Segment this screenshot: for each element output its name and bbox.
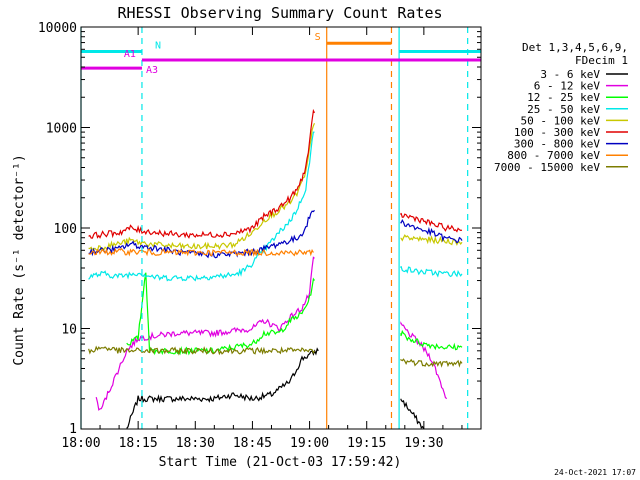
x-tick-label-18:15: 18:15 bbox=[119, 436, 158, 451]
legend-label-12-25-kev: 12 - 25 keV bbox=[527, 91, 600, 104]
data-layer bbox=[88, 108, 463, 430]
y-tick-label-1000: 1000 bbox=[46, 122, 77, 137]
x-axis-label: Start Time (21-Oct-03 17:59:42) bbox=[159, 455, 402, 470]
series-12-25-kev bbox=[126, 272, 463, 356]
plot-timestamp: 24-Oct-2021 17:07 bbox=[554, 468, 636, 477]
y-tick-label-100: 100 bbox=[54, 222, 77, 237]
series-300-800-kev bbox=[88, 209, 463, 259]
legend-label-800-7000-kev: 800 - 7000 keV bbox=[507, 149, 600, 162]
series-25-50-kev bbox=[88, 131, 463, 282]
legend-label-6-12-kev: 6 - 12 keV bbox=[534, 80, 601, 93]
y-tick-label-10: 10 bbox=[61, 323, 77, 338]
legend-label-50-100-kev: 50 - 100 keV bbox=[521, 114, 601, 127]
series-7000-15000-kev bbox=[88, 345, 463, 368]
series-50-100-kev bbox=[88, 123, 463, 252]
state-label-a3-3: A3 bbox=[146, 65, 158, 76]
legend-label-100-300-kev: 100 - 300 keV bbox=[514, 126, 600, 139]
y-axis-label: Count Rate (s⁻¹ detector⁻¹) bbox=[12, 154, 27, 365]
legend-header-decimation: FDecim 1 bbox=[575, 54, 628, 67]
state-label-n-0: N bbox=[155, 41, 161, 52]
x-tick-label-19:15: 19:15 bbox=[347, 436, 386, 451]
chart-title: RHESSI Observing Summary Count Rates bbox=[117, 4, 442, 22]
series-3-6-kev bbox=[126, 347, 425, 430]
series-100-300-kev bbox=[88, 108, 463, 239]
legend-label-3-6-kev: 3 - 6 keV bbox=[540, 68, 600, 81]
legend-label-25-50-kev: 25 - 50 keV bbox=[527, 103, 600, 116]
legend-label-300-800-kev: 300 - 800 keV bbox=[514, 138, 600, 151]
x-tick-label-18:00: 18:00 bbox=[61, 436, 100, 451]
state-label-s-4: S bbox=[315, 32, 321, 43]
x-tick-label-18:45: 18:45 bbox=[233, 436, 272, 451]
x-tick-label-18:30: 18:30 bbox=[176, 436, 215, 451]
legend-header-detectors: Det 1,3,4,5,6,9, bbox=[522, 41, 628, 54]
x-tick-label-19:00: 19:00 bbox=[290, 436, 329, 451]
series-800-7000-kev bbox=[88, 247, 314, 257]
series-6-12-kev bbox=[95, 256, 448, 411]
state-label-a1-2: A1 bbox=[124, 49, 136, 60]
legend-label-7000-15000-kev: 7000 - 15000 keV bbox=[494, 161, 600, 174]
y-tick-label-1: 1 bbox=[69, 422, 77, 437]
y-tick-label-10000: 10000 bbox=[38, 21, 77, 36]
axes-layer: 18:00 18:15 18:30 18:45 19:00 19:15 19:30 10 100… bbox=[38, 21, 482, 451]
x-tick-label-19:30: 19:30 bbox=[404, 436, 443, 451]
